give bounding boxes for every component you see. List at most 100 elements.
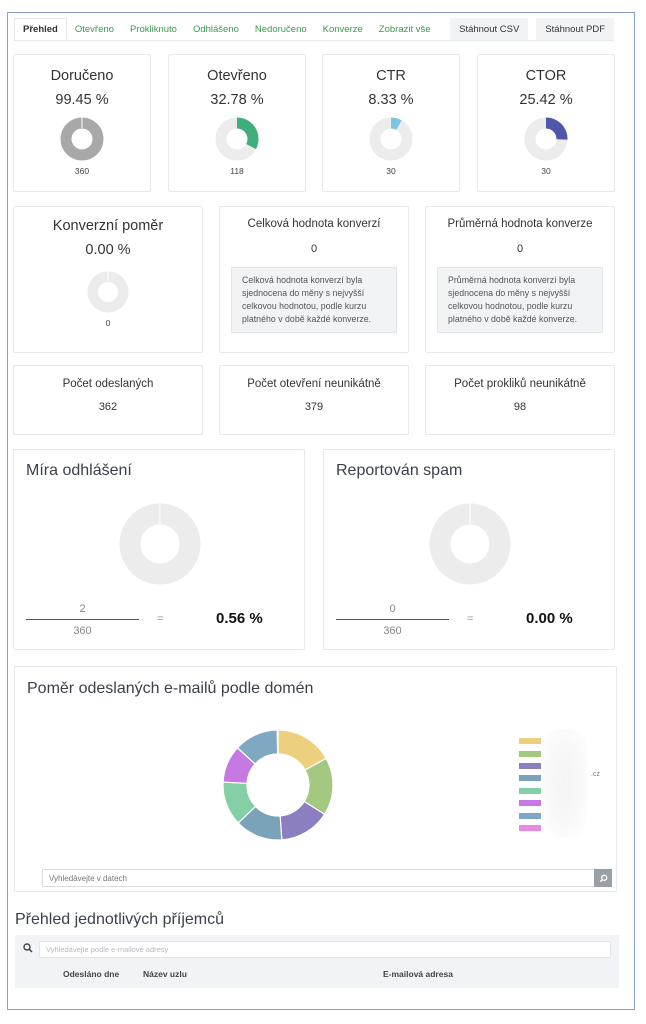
- opens-nonunique-card: Počet otevření neunikátně 379: [219, 365, 409, 435]
- unsubscribe-denominator: 360: [73, 625, 92, 637]
- tab-show-all[interactable]: Zobrazit vše: [378, 23, 431, 35]
- column-header-node-name[interactable]: Název uzlu: [143, 969, 187, 979]
- donut-slice[interactable]: [276, 729, 279, 755]
- clicks-nonunique-value: 98: [513, 401, 527, 413]
- legend-item[interactable]: [519, 797, 541, 809]
- stat-count: 118: [230, 166, 244, 176]
- stat-count: 360: [74, 166, 90, 176]
- donut-chart-ctr: [369, 117, 413, 161]
- stat-count: 30: [541, 166, 551, 176]
- donut-chart-ctor: [524, 117, 568, 161]
- redacted-legend-labels: [543, 729, 587, 837]
- tab-spacer: [439, 18, 443, 40]
- fraction-line: [26, 619, 139, 620]
- stat-card-opened: Otevřeno 32.78 % 118: [168, 54, 306, 192]
- stat-title: Doručeno: [50, 68, 114, 84]
- spam-title: Reportován spam: [336, 462, 463, 479]
- avg-value-amount: 0: [516, 243, 524, 255]
- donut-chart-unsubscribe: [119, 503, 201, 585]
- equals-sign: =: [467, 613, 474, 625]
- fraction-line: [336, 619, 449, 620]
- stat-title: CTOR: [525, 68, 567, 84]
- recipients-title: Přehled jednotlivých příjemců: [15, 911, 224, 928]
- domain-chart-title: Poměr odeslaných e-mailů podle domén: [27, 680, 314, 697]
- conversion-percentage: 0.00 %: [85, 242, 131, 258]
- clicks-nonunique-card: Počet prokliků neunikátně 98: [425, 365, 615, 435]
- tab-unsubscribed[interactable]: Odhlášeno: [192, 23, 239, 35]
- total-value-note: Celková hodnota konverzí byla sjednocena…: [231, 267, 397, 333]
- average-conversion-value-card: Průměrná hodnota konverze 0 Průměrná hod…: [425, 206, 615, 353]
- domain-legend: [519, 735, 541, 834]
- legend-item[interactable]: [519, 735, 541, 747]
- avg-value-title: Průměrná hodnota konverze: [447, 218, 593, 230]
- legend-label-fragment: .cz: [591, 771, 600, 778]
- data-search-row: [42, 869, 612, 887]
- recipients-panel: Odesláno dne Název uzlu E-mailová adresa: [15, 935, 619, 988]
- tab-conversions[interactable]: Konverze: [322, 23, 363, 35]
- download-pdf-button[interactable]: Stáhnout PDF: [536, 18, 614, 40]
- unsubscribe-rate-card: Míra odhlášení 2 360 = 0.56 %: [13, 449, 305, 650]
- conversion-title: Konverzní poměr: [52, 218, 164, 234]
- spam-result: 0.00 %: [526, 610, 573, 627]
- unsubscribe-result: 0.56 %: [216, 610, 263, 627]
- total-conversion-value-card: Celková hodnota konverzí 0 Celková hodno…: [219, 206, 409, 353]
- opens-nonunique-value: 379: [304, 401, 324, 413]
- donut-chart-conversion: [87, 270, 129, 313]
- spam-denominator: 360: [383, 625, 402, 637]
- unsubscribe-numerator: 2: [79, 603, 86, 615]
- legend-swatch: [519, 787, 541, 794]
- legend-swatch: [519, 824, 541, 831]
- stat-card-ctor: CTOR 25.42 % 30: [477, 54, 615, 192]
- legend-item[interactable]: [519, 772, 541, 784]
- stat-title: Otevřeno: [207, 68, 267, 84]
- donut-chart-opened: [215, 117, 259, 161]
- sent-count-card: Počet odeslaných 362: [13, 365, 203, 435]
- download-csv-button[interactable]: Stáhnout CSV: [450, 18, 529, 40]
- column-header-email-address[interactable]: E-mailová adresa: [383, 969, 453, 979]
- conversion-rate-card: Konverzní poměr 0.00 % 0: [13, 206, 203, 353]
- legend-swatch: [519, 762, 541, 769]
- tab-overview[interactable]: Přehled: [14, 18, 67, 40]
- opens-nonunique-title: Počet otevření neunikátně: [247, 378, 381, 390]
- column-header-sent-date[interactable]: Odesláno dne: [63, 969, 120, 979]
- tab-opened[interactable]: Otevřeno: [74, 23, 114, 35]
- donut-chart-spam: [429, 503, 511, 585]
- equals-sign: =: [157, 613, 164, 625]
- tab-divider: [14, 40, 614, 41]
- recipient-email-search-input[interactable]: [39, 941, 611, 958]
- spam-numerator: 0: [389, 603, 396, 615]
- stat-title: CTR: [376, 68, 406, 84]
- domain-donut-chart: [222, 729, 334, 841]
- stat-card-ctr: CTR 8.33 % 30: [322, 54, 460, 192]
- legend-item[interactable]: [519, 809, 541, 821]
- stat-percentage: 32.78 %: [210, 92, 264, 108]
- data-search-input[interactable]: [42, 869, 594, 887]
- stat-percentage: 8.33 %: [368, 92, 414, 108]
- total-value-amount: 0: [310, 243, 318, 255]
- spam-rate-card: Reportován spam 0 360 = 0.00 %: [323, 449, 615, 650]
- sent-count-title: Počet odeslaných: [62, 378, 154, 390]
- total-value-title: Celková hodnota konverzí: [247, 218, 381, 230]
- legend-item[interactable]: [519, 785, 541, 797]
- legend-item[interactable]: [519, 747, 541, 759]
- tab-undelivered[interactable]: Nedoručeno: [254, 23, 307, 35]
- legend-item[interactable]: [519, 822, 541, 834]
- tab-bar: Přehled Otevřeno Prokliknuto Odhlášeno N…: [14, 18, 614, 40]
- legend-swatch: [519, 812, 541, 819]
- clicks-nonunique-title: Počet prokliků neunikátně: [454, 378, 586, 390]
- unsubscribe-title: Míra odhlášení: [26, 462, 132, 479]
- tab-clicked[interactable]: Prokliknuto: [129, 23, 177, 35]
- legend-swatch: [519, 738, 541, 745]
- stat-card-delivered: Doručeno 99.45 % 360: [13, 54, 151, 192]
- data-search-button[interactable]: [594, 869, 612, 887]
- legend-swatch: [519, 750, 541, 757]
- stat-count: 30: [386, 166, 396, 176]
- stat-percentage: 25.42 %: [519, 92, 573, 108]
- search-icon: [23, 943, 33, 953]
- domain-ratio-card: Poměr odeslaných e-mailů podle domén .cz: [14, 666, 617, 892]
- donut-chart-delivered: [60, 117, 104, 161]
- legend-item[interactable]: [519, 760, 541, 772]
- avg-value-note: Průměrná hodnota konverzí byla sjednocen…: [437, 267, 603, 333]
- search-icon: [599, 874, 607, 882]
- sent-count-value: 362: [98, 401, 118, 413]
